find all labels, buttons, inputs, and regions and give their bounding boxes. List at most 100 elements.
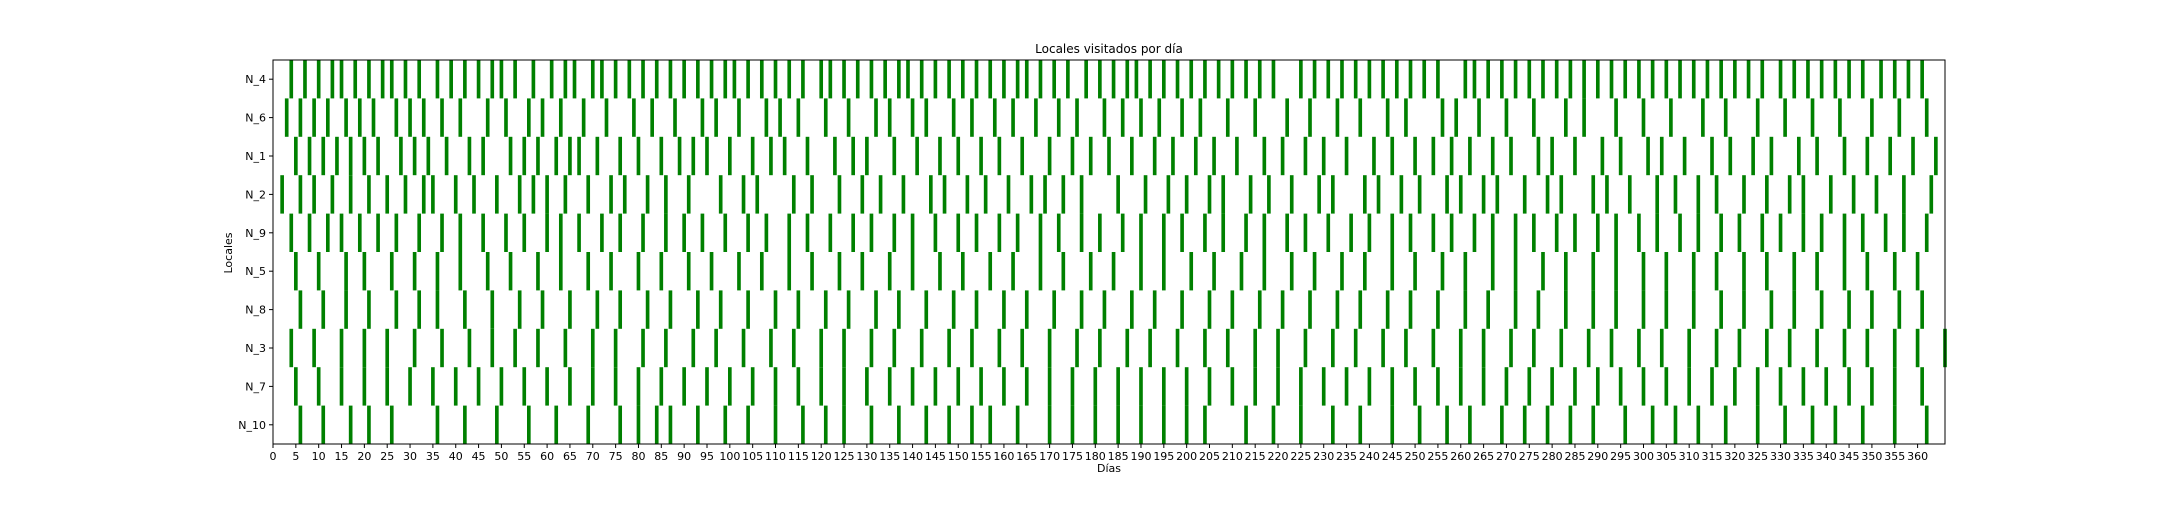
visit-bar: [641, 60, 645, 99]
visit-bar: [1276, 367, 1280, 406]
visit-bar: [819, 367, 824, 406]
visit-bar: [1842, 252, 1847, 291]
y-tick-label: N_7: [245, 380, 266, 393]
visit-bar: [796, 367, 801, 406]
visit-bar: [1408, 60, 1413, 99]
visit-bar: [691, 328, 696, 368]
visit-bar: [1061, 252, 1066, 291]
visit-bar: [1646, 136, 1650, 176]
visit-bar: [1920, 367, 1924, 406]
visit-bar: [1920, 60, 1924, 99]
visit-bar: [1038, 60, 1043, 99]
visit-bar: [956, 367, 961, 406]
visit-bar: [1152, 136, 1157, 176]
visit-bar: [1673, 175, 1678, 214]
visit-bar: [1102, 98, 1107, 137]
visit-bar: [1445, 405, 1449, 444]
visit-bar: [746, 290, 750, 329]
visit-bar: [1842, 328, 1847, 368]
visit-bar: [942, 175, 947, 214]
visit-bar: [682, 60, 686, 99]
visit-bar: [1819, 60, 1824, 99]
x-tick-label: 310: [1679, 450, 1700, 463]
visit-bar: [1595, 60, 1600, 99]
visit-bar: [431, 367, 435, 406]
visit-bar: [1486, 290, 1490, 329]
visit-bar: [1221, 213, 1226, 252]
visit-bar: [874, 98, 878, 137]
visit-bar: [1710, 136, 1714, 176]
visit-bar: [1600, 136, 1605, 176]
visit-bar: [1637, 213, 1641, 252]
visit-bar: [458, 98, 463, 137]
visit-bar: [1353, 60, 1358, 99]
visit-bar: [1257, 290, 1262, 329]
visit-bar: [495, 405, 499, 444]
visit-bar: [641, 328, 645, 368]
visit-bar: [481, 136, 485, 176]
visit-bar: [933, 367, 938, 406]
visit-bar: [1070, 405, 1075, 444]
visit-bar: [504, 213, 508, 252]
visit-bar: [1408, 290, 1413, 329]
visit-bar: [1102, 290, 1107, 329]
visit-bar: [1504, 98, 1509, 137]
visit-bar: [919, 328, 924, 368]
visit-bar: [787, 213, 792, 252]
visit-bar: [412, 252, 417, 291]
visit-bar: [1568, 405, 1573, 444]
visit-bar: [700, 98, 705, 137]
x-tick-label: 360: [1907, 450, 1928, 463]
visit-bar: [1719, 290, 1723, 329]
visit-bar: [307, 136, 312, 176]
visit-bar: [1737, 213, 1742, 252]
visit-bar: [1902, 175, 1906, 214]
visit-bar: [435, 290, 440, 329]
visit-bar: [992, 98, 997, 137]
x-tick-label: 60: [540, 450, 554, 463]
visit-bar: [618, 290, 623, 329]
visit-bar: [1468, 136, 1472, 176]
visit-bar: [956, 213, 961, 252]
visit-bar: [1609, 328, 1614, 368]
visit-bar: [508, 136, 513, 176]
visit-bar: [1002, 367, 1006, 406]
visit-bar: [1765, 175, 1769, 214]
visit-bar: [1303, 136, 1308, 176]
visit-bar: [1079, 213, 1084, 252]
visit-bar: [435, 60, 440, 99]
visit-bar: [1778, 60, 1783, 99]
visit-bar: [586, 175, 591, 214]
visit-bar: [1358, 290, 1363, 329]
visit-bar: [536, 328, 540, 368]
visit-bar: [1148, 328, 1152, 368]
visit-bar: [284, 98, 289, 137]
visit-bar: [897, 405, 901, 444]
visit-bar: [1120, 213, 1125, 252]
visit-bar: [1591, 175, 1596, 214]
visit-bar: [696, 60, 700, 99]
visit-bar: [426, 136, 431, 176]
visit-bar: [1353, 328, 1358, 368]
visit-bar: [1212, 252, 1216, 291]
visit-bar: [906, 60, 910, 99]
visit-bar: [1262, 136, 1267, 176]
x-tick-label: 275: [1519, 450, 1540, 463]
visit-bar: [1161, 405, 1166, 444]
visit-bar: [970, 328, 974, 368]
visit-bar: [764, 213, 769, 252]
visit-bar: [545, 175, 549, 214]
visit-bar: [348, 405, 353, 444]
y-tick-label: N_9: [245, 227, 266, 240]
visit-bar: [353, 60, 358, 99]
y-axis: N_4 N_6 N_1 N_2 N_9 N_5 N_8 N_3 N_7 N_10: [238, 73, 273, 432]
visit-bar: [289, 328, 294, 368]
visit-bar: [1509, 328, 1513, 368]
visit-bar: [1554, 60, 1559, 99]
visit-bar: [645, 175, 650, 214]
visit-bar: [1746, 60, 1751, 99]
visit-bar: [988, 252, 993, 291]
visit-bar: [705, 136, 709, 176]
visit-bar: [417, 213, 422, 252]
visit-bar: [312, 328, 316, 368]
